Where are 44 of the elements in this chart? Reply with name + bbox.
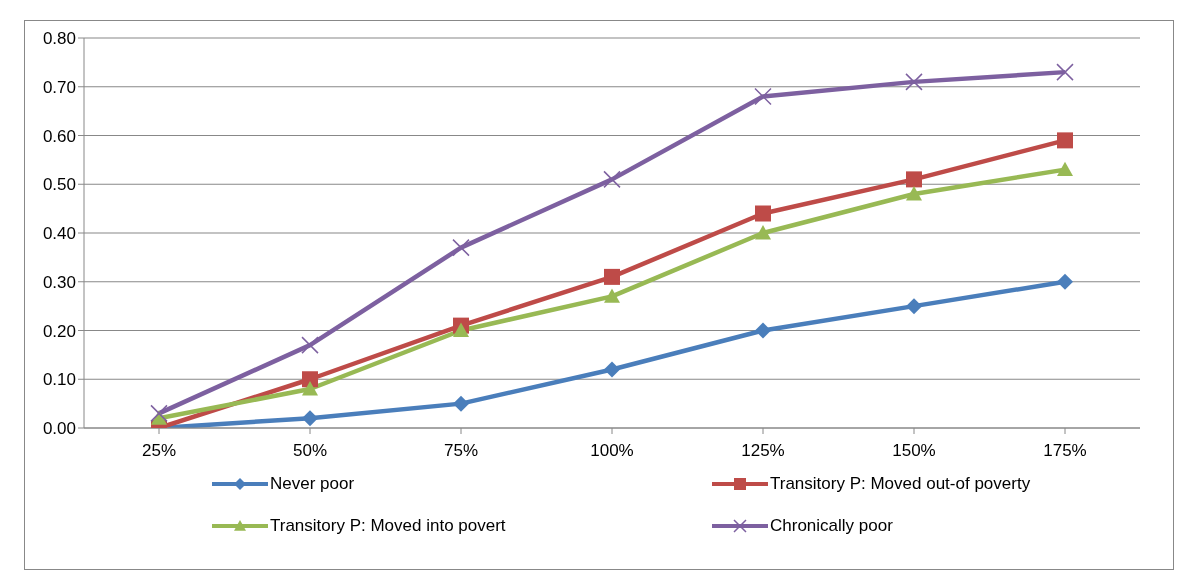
point <box>452 238 470 257</box>
y-tick-label: 0.80 <box>42 29 76 49</box>
x-tick-label: 50% <box>292 441 328 461</box>
x-tick-label: 175% <box>1043 441 1087 461</box>
point <box>604 268 620 285</box>
y-tick-label: 0.70 <box>42 77 76 97</box>
y-tick-label: 0.60 <box>42 126 76 146</box>
point <box>453 322 469 337</box>
y-tick-label: 0.50 <box>42 175 76 195</box>
point <box>604 361 620 378</box>
x-tick-label: 100% <box>590 441 634 461</box>
legend-label: Transitory P: Moved out-of poverty <box>770 474 1031 494</box>
point <box>1057 273 1073 290</box>
point <box>905 73 923 91</box>
point <box>150 404 168 423</box>
point <box>453 395 469 412</box>
point <box>1057 161 1073 177</box>
point <box>1056 63 1074 81</box>
point <box>906 186 922 201</box>
point <box>755 225 771 240</box>
x-tick-label: 25% <box>141 441 177 461</box>
point <box>302 371 318 388</box>
y-tick-label: 0.20 <box>42 321 76 341</box>
point <box>755 205 771 222</box>
point <box>1057 132 1073 149</box>
point <box>906 298 922 315</box>
legend-label: Chronically poor <box>770 516 893 536</box>
point <box>906 171 922 188</box>
x-tick-label: 125% <box>741 441 785 461</box>
legend-label: Never poor <box>270 474 355 494</box>
point <box>755 322 771 339</box>
point <box>603 170 621 189</box>
y-tick-label: 0.00 <box>42 419 76 439</box>
point <box>302 410 318 427</box>
y-tick-label: 0.40 <box>42 224 76 244</box>
x-tick-label: 75% <box>443 441 479 461</box>
x-tick-label: 150% <box>892 441 936 461</box>
point <box>754 87 772 106</box>
legend-label: Transitory P: Moved into povert <box>270 516 506 536</box>
y-tick-label: 0.10 <box>42 370 76 390</box>
point <box>302 381 318 396</box>
y-tick-label: 0.30 <box>42 272 76 292</box>
point <box>301 336 319 354</box>
point <box>604 288 620 303</box>
